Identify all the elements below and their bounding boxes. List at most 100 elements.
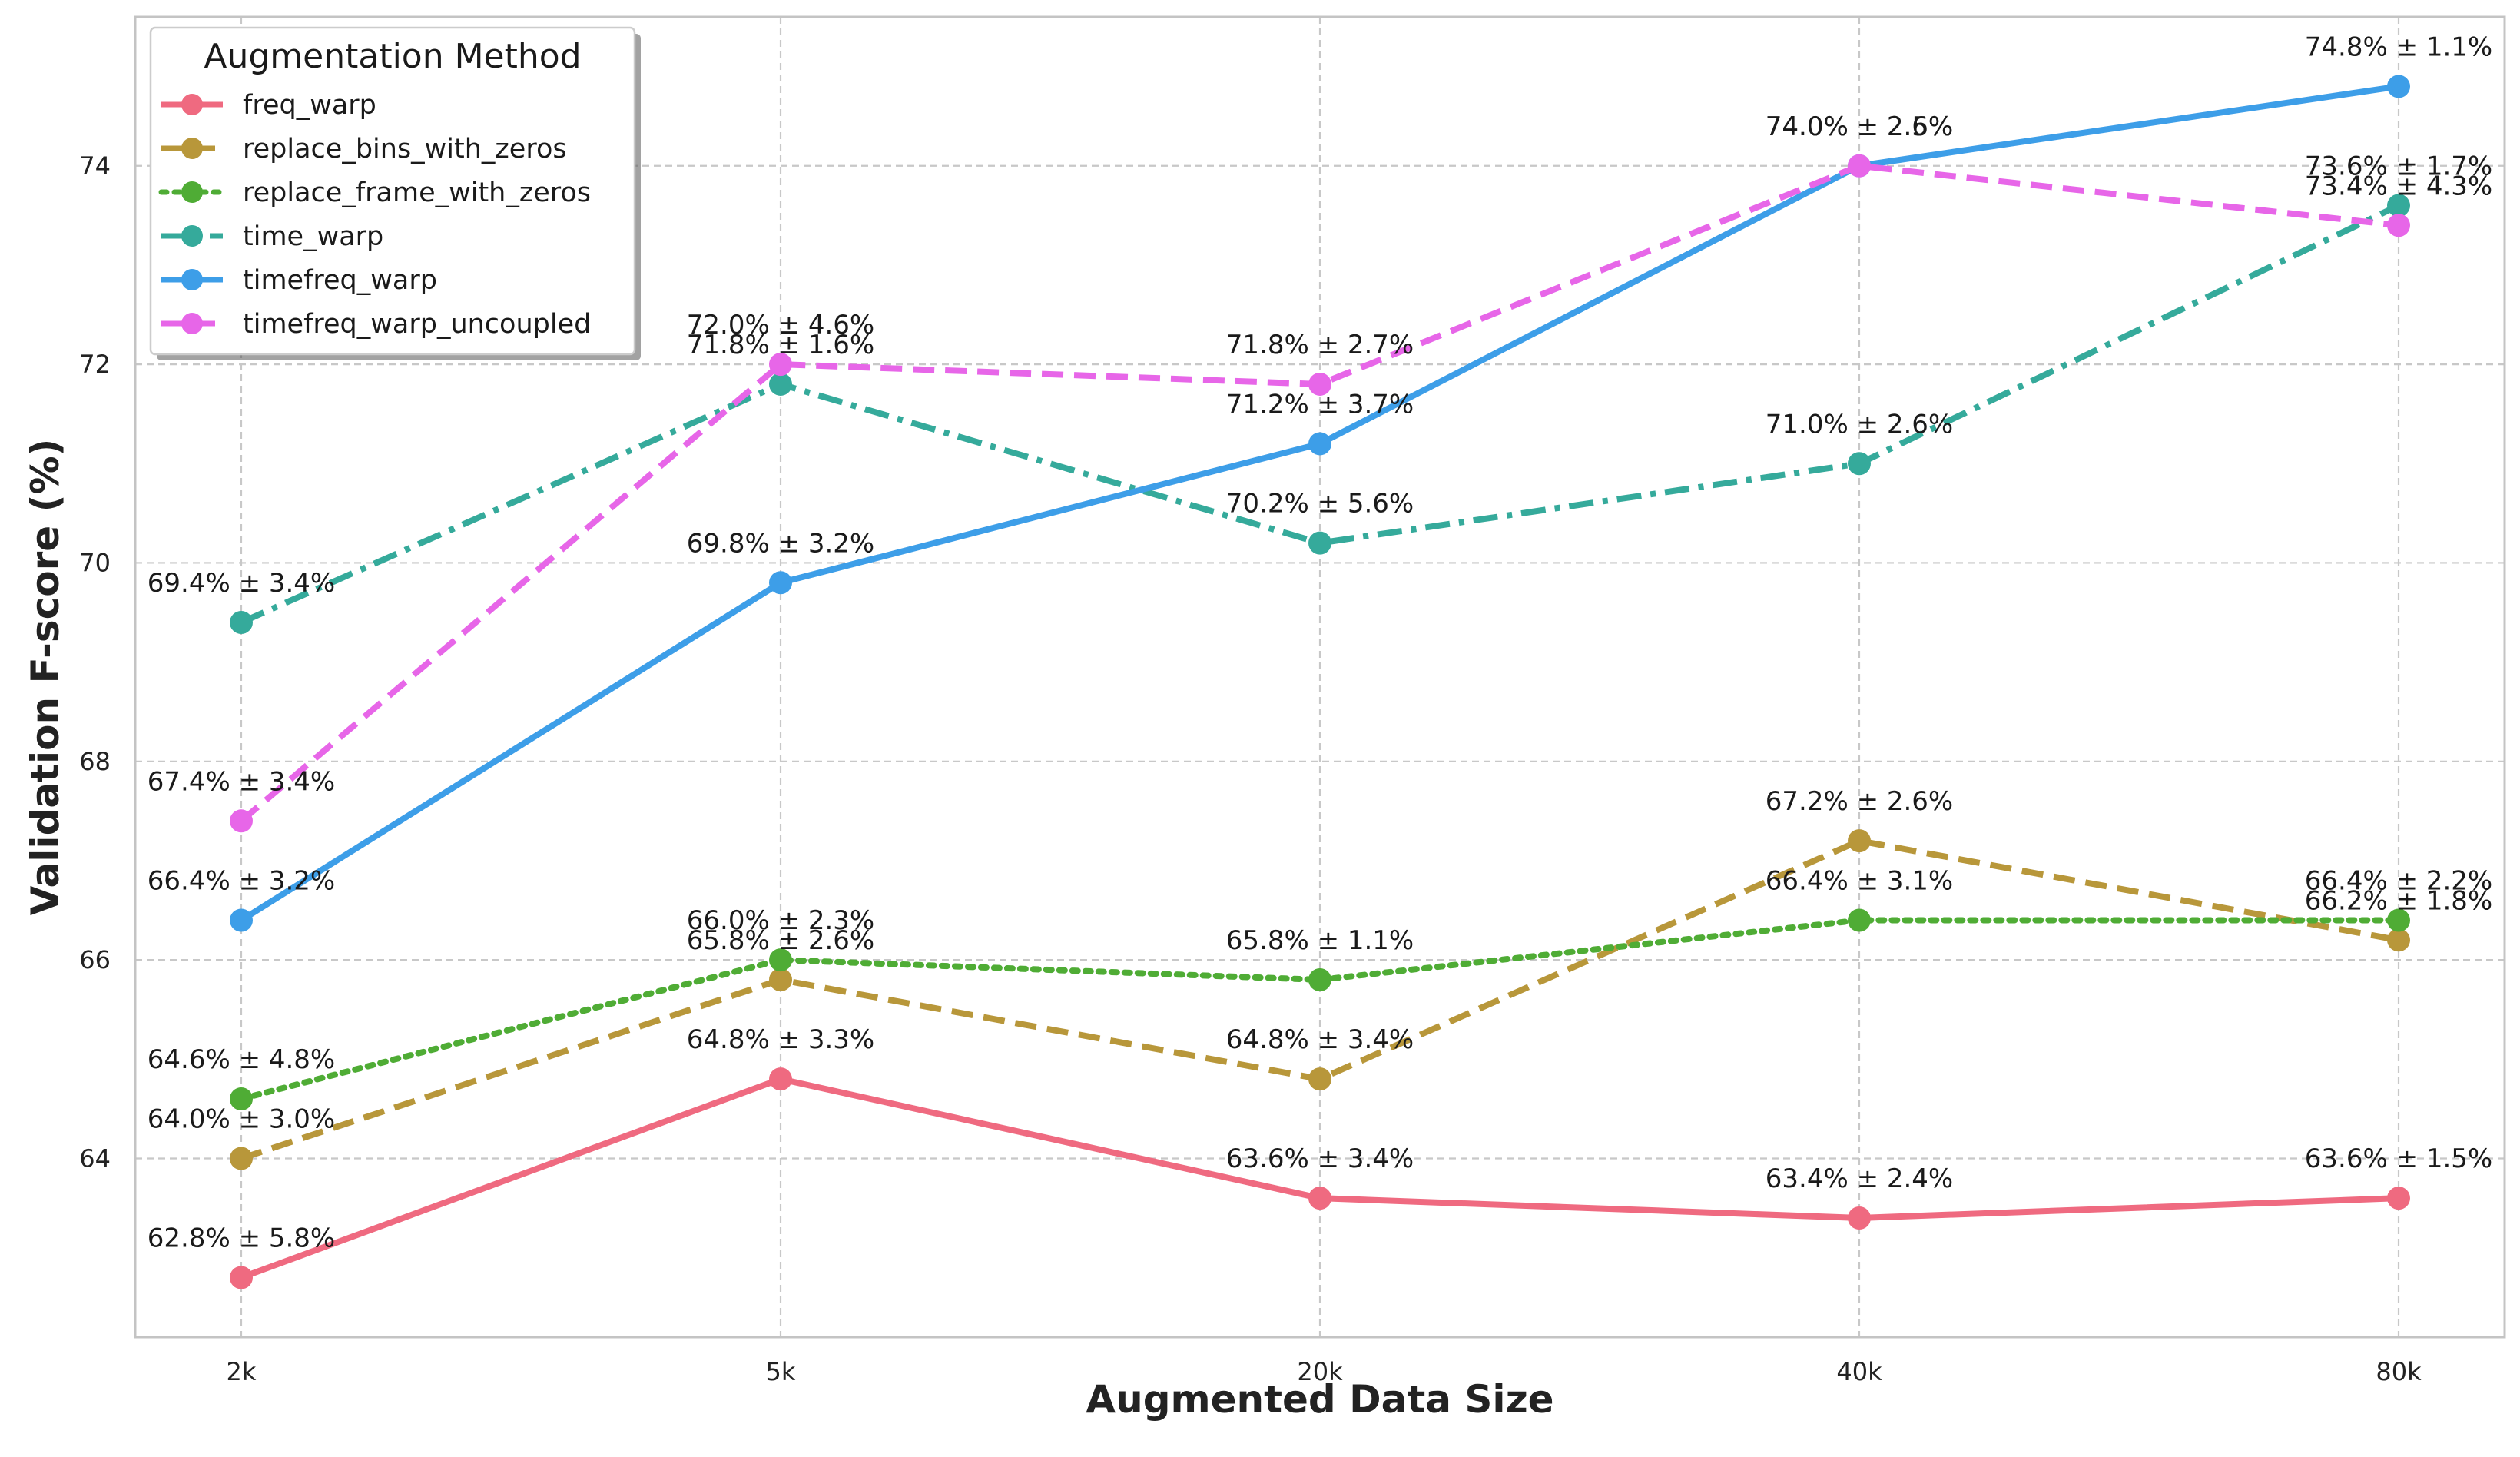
data-label: 63.6% ± 3.4% <box>1226 1143 1414 1174</box>
data-point <box>1308 372 1331 396</box>
legend: Augmentation Method freq_warp replace_bin… <box>149 26 641 360</box>
legend-title: Augmentation Method <box>204 37 581 76</box>
data-point <box>2387 908 2410 932</box>
legend-swatch-marker <box>181 138 203 159</box>
data-label: 71.8% ± 1.6% <box>687 330 875 360</box>
data-label: 64.0% ± 3.0% <box>148 1104 336 1134</box>
data-label: 71.0% ± 2.6% <box>1766 409 1954 440</box>
legend-item: timefreq_warp_uncoupled <box>161 309 591 340</box>
legend-items: freq_warp replace_bins_with_zeros replace_… <box>158 90 591 340</box>
series-line <box>240 1076 2399 1281</box>
legend-label: time_warp <box>243 221 383 252</box>
data-label: 69.4% ± 3.4% <box>148 568 336 599</box>
data-point <box>230 809 253 833</box>
data-label: 73.6% ± 1.7% <box>2305 151 2493 181</box>
data-point <box>769 372 792 396</box>
series-lines <box>230 75 2410 1289</box>
data-point <box>230 1266 253 1289</box>
legend-item: replace_bins_with_zeros <box>161 134 567 164</box>
data-label: 66.0% ± 2.3% <box>687 905 875 936</box>
legend-label: timefreq_warp <box>243 265 437 296</box>
data-point <box>1308 967 1331 991</box>
data-point <box>1308 1187 1331 1210</box>
legend-item: replace_frame_with_zeros <box>158 178 591 208</box>
legend-swatch-marker <box>181 269 203 290</box>
data-point <box>769 967 792 991</box>
y-tick-label: 74 <box>79 151 111 181</box>
data-point <box>230 1087 253 1110</box>
y-axis-title: Validation F-score (%) <box>23 439 68 916</box>
data-point <box>1848 154 1871 178</box>
data-point <box>230 610 253 634</box>
x-tick-label: 20k <box>1297 1357 1343 1386</box>
series-replace-frame-with-zeros <box>230 908 2410 1110</box>
data-point <box>769 571 792 595</box>
series-replace-bins-with-zeros <box>230 829 2410 1170</box>
data-label: 63.6% ± 1.5% <box>2305 1143 2493 1174</box>
x-tick-label: 80k <box>2376 1357 2422 1386</box>
legend-item: freq_warp <box>161 90 376 121</box>
data-label: 71.8% ± 2.7% <box>1226 330 1414 360</box>
series-time-warp <box>230 194 2410 634</box>
legend-item: time_warp <box>161 221 383 252</box>
data-label: 62.8% ± 5.8% <box>148 1223 336 1253</box>
data-label: 70.2% ± 5.6% <box>1226 489 1414 519</box>
data-point <box>2387 75 2410 98</box>
data-point <box>2387 214 2410 237</box>
x-tick-label: 2k <box>227 1357 257 1386</box>
data-point <box>230 1147 253 1170</box>
data-label: 67.4% ± 3.4% <box>148 766 336 797</box>
data-label: 74.0% ± 2.5% <box>1766 111 1954 142</box>
legend-label: freq_warp <box>243 90 376 121</box>
x-axis-title: Augmented Data Size <box>1086 1377 1553 1422</box>
data-point <box>2387 928 2410 952</box>
legend-label: replace_bins_with_zeros <box>243 134 567 164</box>
data-point <box>769 353 792 377</box>
data-label: 64.8% ± 3.3% <box>687 1024 875 1055</box>
plot-area-frame <box>134 15 2506 1339</box>
data-point <box>1848 452 1871 476</box>
data-point <box>1308 432 1331 456</box>
data-label: 73.4% ± 4.3% <box>2305 171 2493 201</box>
data-label: 72.0% ± 4.6% <box>687 310 875 340</box>
data-point <box>230 908 253 932</box>
legend-box <box>149 26 636 356</box>
data-point <box>1308 531 1331 555</box>
data-label: 71.2% ± 3.7% <box>1226 389 1414 420</box>
series-timefreq-warp-uncoupled <box>230 154 2410 833</box>
legend-label: timefreq_warp_uncoupled <box>243 309 591 340</box>
data-label: 66.4% ± 2.2% <box>2305 865 2493 896</box>
data-label: 64.8% ± 3.4% <box>1226 1024 1414 1055</box>
legend-swatch-marker <box>181 225 203 247</box>
x-tick-label: 40k <box>1836 1357 1882 1386</box>
legend-label: replace_frame_with_zeros <box>243 178 591 208</box>
data-label: 74.0% ± 2.6% <box>1766 111 1954 142</box>
data-label: 67.2% ± 2.6% <box>1766 786 1954 817</box>
data-point <box>1848 908 1871 932</box>
data-label: 64.6% ± 4.8% <box>148 1044 336 1075</box>
data-point <box>2387 1187 2410 1210</box>
legend-swatch-marker <box>181 313 203 334</box>
data-label: 69.8% ± 3.2% <box>687 528 875 559</box>
y-tick-label: 68 <box>79 747 111 776</box>
data-point <box>1848 1206 1871 1230</box>
data-label: 66.4% ± 3.2% <box>148 865 336 896</box>
data-label: 66.4% ± 3.1% <box>1766 865 1954 896</box>
data-labels: 62.8% ± 5.8% 64.8% ± 3.3% 63.6% ± 3.4% 63.4… <box>148 32 2493 1253</box>
data-label: 63.4% ± 2.4% <box>1766 1163 1954 1194</box>
y-tick-label: 66 <box>79 945 111 974</box>
data-label: 66.2% ± 1.8% <box>2305 885 2493 916</box>
x-tick-label: 5k <box>766 1357 796 1386</box>
y-tick-label: 72 <box>79 350 111 379</box>
data-point <box>1848 829 1871 853</box>
y-tick-label: 64 <box>79 1143 111 1173</box>
data-point <box>769 948 792 972</box>
axis-ticks: 2k 5k 20k 40k 80k 64 66 68 70 72 74 <box>79 151 2422 1386</box>
data-label: 74.8% ± 1.1% <box>2305 32 2493 62</box>
data-point <box>1308 1067 1331 1091</box>
data-label: 65.8% ± 2.6% <box>687 925 875 956</box>
data-point <box>2387 194 2410 217</box>
data-point <box>769 1067 792 1091</box>
legend-swatch-marker <box>181 181 203 203</box>
